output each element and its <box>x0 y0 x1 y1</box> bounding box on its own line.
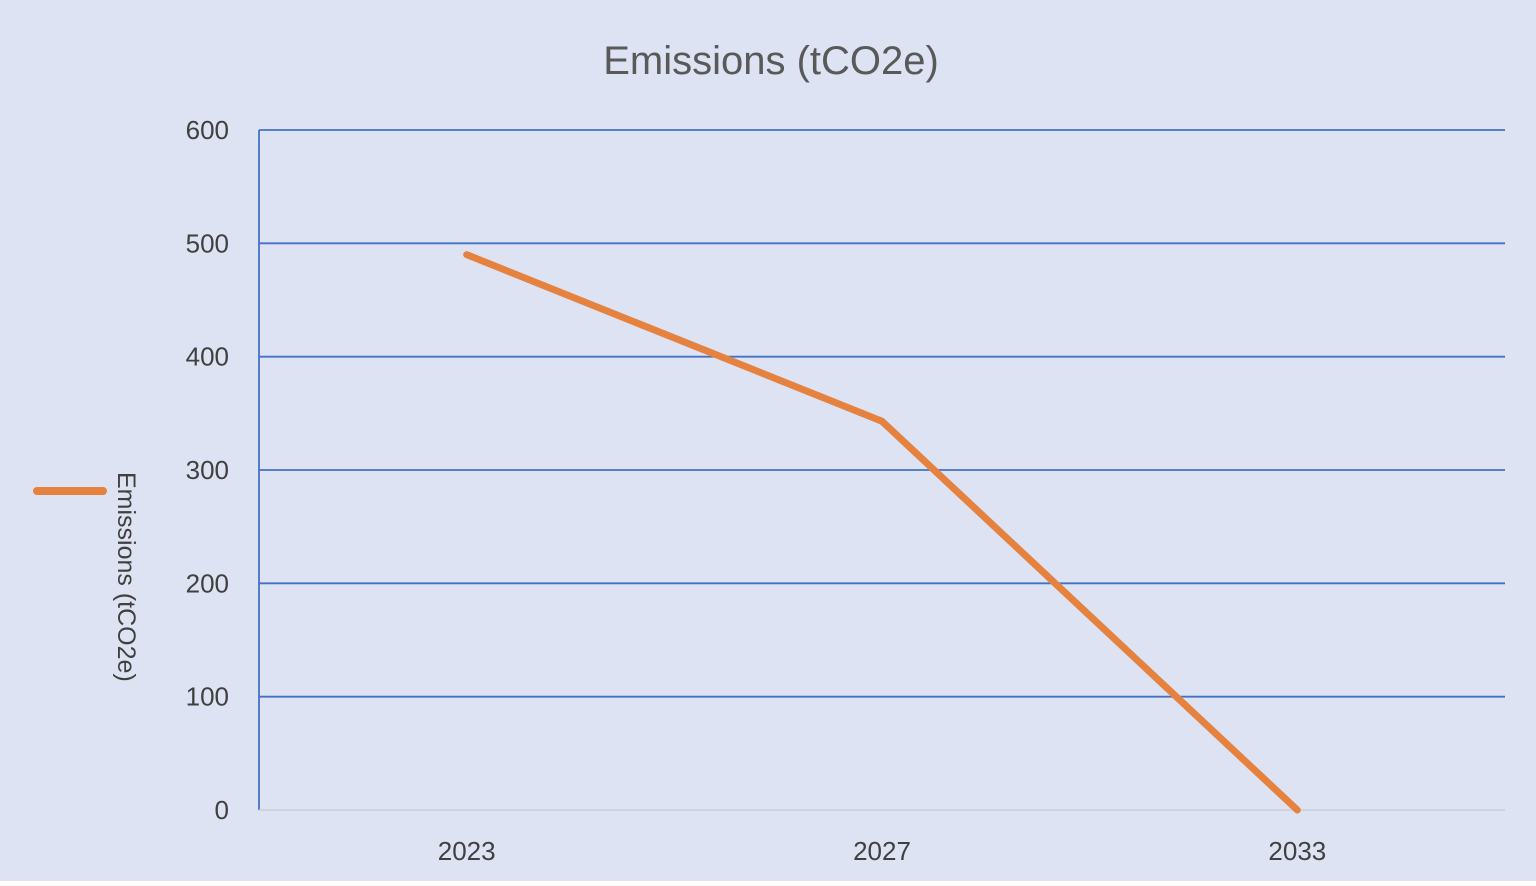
chart-title: Emissions (tCO2e) <box>603 39 939 83</box>
legend-label: Emissions (tCO2e) <box>112 472 140 682</box>
y-tick-label: 100 <box>186 682 229 712</box>
y-tick-label: 400 <box>186 342 229 372</box>
y-tick-label: 300 <box>186 455 229 485</box>
y-tick-label: 500 <box>186 228 229 258</box>
y-tick-label: 200 <box>186 568 229 598</box>
y-tick-label: 0 <box>215 795 229 825</box>
x-tick-label: 2023 <box>438 836 496 866</box>
x-tick-label: 2027 <box>853 836 911 866</box>
y-tick-label: 600 <box>186 115 229 145</box>
x-tick-label: 2033 <box>1268 836 1326 866</box>
